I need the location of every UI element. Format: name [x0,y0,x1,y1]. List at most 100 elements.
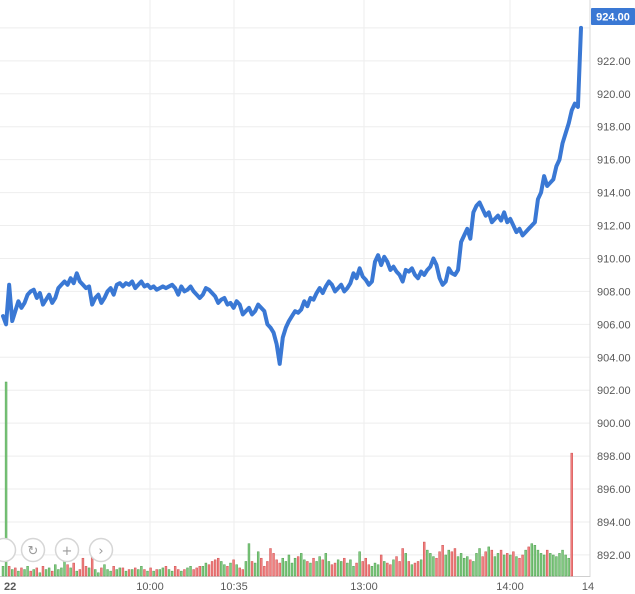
volume-bar [186,567,189,577]
volume-bar [7,566,11,577]
volume-bar [321,559,324,577]
volume-bar [81,557,85,577]
last-price-tag-label: 924.00 [596,12,630,24]
volume-bar [450,551,454,577]
reset-icon: ↻ [28,544,39,559]
volume-bar [223,564,226,577]
volume-bar [164,566,168,577]
volume-bar [44,569,48,577]
volume-bar [204,562,208,577]
volume-bar [256,551,260,577]
volume-bar [63,561,66,577]
volume-bar [198,566,201,577]
y-tick-label: 922.00 [597,56,631,68]
y-tick-label: 912.00 [597,221,631,233]
volume-bar [173,566,177,577]
x-tick-label: 14 [582,581,594,593]
volume-bar [60,567,63,577]
volume-bar [100,567,103,577]
volume-bar [389,564,392,577]
volume-bar [410,564,414,577]
volume-bar [453,548,457,577]
volume-bar [349,559,352,577]
volume-bar [103,564,106,577]
volume-bar [26,566,29,577]
volume-bar [309,562,312,577]
volume-bar [567,557,570,577]
volume-bar [352,566,355,577]
volume-bar [447,549,451,577]
x-tick-label: 10:00 [136,581,164,593]
volume-bar [140,566,143,577]
volume-bar [300,553,303,577]
volume-bar [472,561,475,577]
volume-bar [438,551,441,577]
y-tick-label: 910.00 [597,253,631,265]
volume-bar [392,559,395,577]
volume-bar [462,557,466,577]
volume-bar [496,553,500,577]
scroll-left-button[interactable] [0,537,17,563]
volume-bar [539,553,543,577]
volume-bar [358,551,361,577]
volume-bar [361,561,364,577]
volume-bar [444,554,447,577]
volume-bar [158,569,162,577]
volume-bar [57,569,60,577]
scroll-right-button[interactable]: › [88,537,114,563]
volume-bar [432,556,435,577]
volume-bar [4,381,8,577]
volume-bar [66,564,69,577]
volume-bar [478,548,481,577]
volume-bar [536,549,540,577]
volume-bar [429,553,432,577]
volume-bar [306,561,309,577]
volume-bar [14,567,17,577]
volume-bar [386,562,389,577]
volume-bar [521,554,524,577]
reset-zoom-button[interactable]: ↻ [20,537,46,563]
volume-bar [570,452,573,577]
volume-bar [339,561,343,577]
volume-bar [124,570,128,577]
y-tick-label: 908.00 [597,286,631,298]
volume-bar [29,570,32,577]
y-tick-label: 920.00 [597,89,631,101]
volume-bar [121,567,125,577]
volume-bar [379,554,383,577]
volume-bar [72,562,75,577]
volume-bar [220,561,223,577]
volume-bar [47,567,51,577]
volume-bar [281,557,284,577]
volume-bar [195,567,198,577]
volume-bar [364,557,367,577]
volume-bar [201,566,205,577]
volume-bar [263,566,266,577]
volume-bar [238,567,241,577]
volume-bar [112,566,115,577]
volume-bar [133,567,137,577]
volume-bar [253,562,257,577]
volume-bar [456,556,460,577]
volume-bar [213,559,217,577]
y-tick-label: 892.00 [597,550,631,562]
volume-bar [244,561,248,577]
volume-bar [373,562,377,577]
volume-bar [266,561,269,577]
volume-bar [545,549,549,577]
volume-bar [459,553,463,577]
volume-bar [287,554,291,577]
volume-bar [487,546,490,577]
volume-bar [155,569,158,577]
volume-bar [466,556,469,577]
volume-bar [484,551,487,577]
x-tick-label: 10:35 [220,581,248,593]
volume-bar [192,569,195,577]
zoom-in-button[interactable]: + [54,537,80,563]
volume-bar [177,569,180,577]
volume-bar [475,553,478,577]
volume-bar [343,557,346,577]
chevron-right-icon: › [98,544,103,559]
y-tick-label: 906.00 [597,319,631,331]
